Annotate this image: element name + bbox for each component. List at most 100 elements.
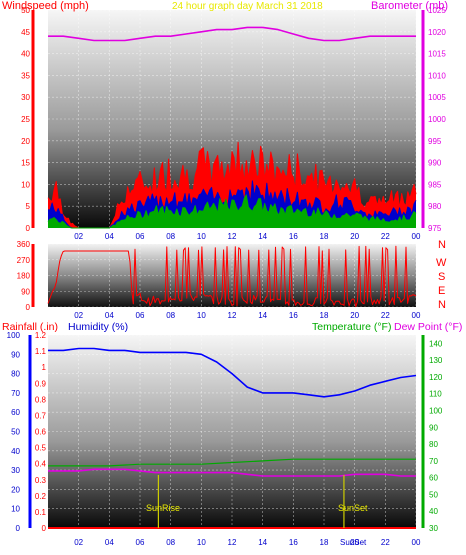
top-x-tick-label: 06: [136, 232, 145, 241]
sunset-label: SunSet: [338, 503, 368, 513]
bottom-x-tick-label: 08: [166, 538, 175, 547]
barometer-tick-label: 1025: [428, 6, 446, 15]
temperature-tick-label: 110: [429, 390, 442, 399]
bottom-x-tick-label: 04: [105, 538, 114, 547]
barometer-axis-label: Barometer (mb): [371, 0, 448, 12]
top-x-tick-label: 04: [105, 232, 114, 241]
temperature-tick-label: 140: [429, 339, 443, 348]
top-x-tick-label: 16: [289, 232, 298, 241]
graph-title: 24 hour graph day March 31 2018: [172, 1, 323, 12]
mid-x-tick-label: 00: [412, 311, 421, 320]
mid-x-tick-label: 10: [197, 311, 206, 320]
windspeed-tick-label: 0: [26, 224, 31, 233]
direction-tick-label: 180: [17, 272, 31, 281]
barometer-tick-label: 1020: [428, 28, 446, 37]
temperature-axis-label: Temperature (°F): [312, 321, 391, 333]
direction-label-n-bottom: N: [438, 299, 446, 311]
rainfall-axis-label: Rainfall (.in): [2, 321, 58, 333]
temperature-tick-label: 60: [429, 474, 438, 483]
dewpoint-line: [48, 468, 416, 477]
mid-x-tick-label: 08: [166, 311, 175, 320]
series-lines: [47, 26, 417, 529]
rainfall-tick-label: 1.2: [35, 331, 47, 340]
rainfall-tick-label: 0.3: [35, 476, 47, 485]
barometer-tick-label: 1000: [428, 115, 446, 124]
sunset-bottom-label: SunSet: [340, 538, 367, 547]
rainfall-tick-label: 1: [42, 363, 47, 372]
barometer-tick-label: 980: [428, 202, 442, 211]
windspeed-tick-label: 50: [21, 6, 30, 15]
temperature-tick-label: 50: [429, 490, 438, 499]
grid-lines: [48, 9, 417, 529]
windspeed-tick-label: 45: [21, 28, 30, 37]
barometer-line: [48, 26, 416, 42]
direction-tick-label: 0: [26, 303, 31, 312]
rainfall-tick-label: 0.5: [35, 444, 47, 453]
wind-direction-line: [47, 245, 417, 308]
humidity-tick-label: 70: [11, 389, 20, 398]
barometer-tick-label: 995: [428, 137, 442, 146]
barometer-tick-label: 975: [428, 224, 442, 233]
humidity-axis-label: Humidity (%): [68, 321, 128, 333]
bottom-x-tick-label: 12: [228, 538, 237, 547]
mid-x-tick-label: 22: [381, 311, 390, 320]
direction-tick-label: 90: [21, 287, 30, 296]
barometer-tick-label: 985: [428, 180, 442, 189]
rainfall-tick-label: 0.2: [35, 492, 47, 501]
bottom-x-tick-label: 14: [258, 538, 267, 547]
humidity-tick-label: 60: [11, 408, 20, 417]
humidity-tick-label: 40: [11, 447, 20, 456]
direction-label-n-top: N: [438, 239, 446, 251]
rainfall-tick-label: 0.7: [35, 411, 47, 420]
barometer-tick-label: 1010: [428, 71, 446, 80]
humidity-tick-label: 20: [11, 485, 20, 494]
mid-x-tick-label: 12: [228, 311, 237, 320]
top-x-tick-label: 18: [320, 232, 329, 241]
dewpoint-axis-label: Dew Point (°F): [394, 321, 462, 333]
temperature-tick-label: 40: [429, 507, 438, 516]
windspeed-tick-label: 35: [21, 71, 30, 80]
temperature-tick-label: 70: [429, 457, 438, 466]
rainfall-tick-label: 0.4: [35, 460, 47, 469]
rainfall-tick-label: 0.1: [35, 508, 47, 517]
temperature-tick-label: 90: [429, 423, 438, 432]
humidity-line: [48, 347, 417, 398]
top-x-tick-label: 12: [228, 232, 237, 241]
rainfall-tick-label: 0.9: [35, 379, 47, 388]
rainfall-tick-label: 0.8: [35, 395, 47, 404]
windspeed-tick-label: 30: [21, 93, 30, 102]
temperature-tick-label: 130: [429, 356, 443, 365]
temperature-tick-label: 80: [429, 440, 438, 449]
humidity-tick-label: 100: [7, 331, 21, 340]
bottom-x-tick-label: 02: [74, 538, 83, 547]
bottom-x-tick-label: 18: [320, 538, 329, 547]
top-x-tick-label: 20: [350, 232, 359, 241]
bottom-x-tick-label: 00: [412, 538, 421, 547]
humidity-tick-label: 10: [11, 505, 20, 514]
direction-tick-label: 360: [17, 240, 31, 249]
direction-label-s: S: [438, 271, 445, 283]
top-x-tick-label: 22: [381, 232, 390, 241]
windspeed-tick-label: 20: [21, 137, 30, 146]
windspeed-tick-label: 5: [26, 202, 31, 211]
direction-label-e: E: [438, 285, 445, 297]
humidity-tick-label: 30: [11, 466, 20, 475]
humidity-tick-label: 80: [11, 370, 20, 379]
temperature-tick-label: 30: [429, 524, 438, 533]
rainfall-tick-label: 1.1: [35, 347, 47, 356]
sunrise-label: SunRise: [146, 503, 180, 513]
windspeed-tick-label: 40: [21, 50, 30, 59]
barometer-tick-label: 990: [428, 159, 442, 168]
top-x-tick-label: 00: [412, 232, 421, 241]
bottom-x-tick-label: 20: [350, 538, 359, 547]
rainfall-tick-label: 0: [42, 524, 47, 533]
mid-x-tick-label: 02: [74, 311, 83, 320]
bottom-x-tick-label: 10: [197, 538, 206, 547]
barometer-tick-label: 1005: [428, 93, 446, 102]
windspeed-tick-label: 10: [21, 180, 30, 189]
direction-label-w: W: [436, 257, 447, 269]
windspeed-low-area: [48, 194, 416, 228]
windspeed-tick-label: 25: [21, 115, 30, 124]
mid-x-tick-label: 14: [258, 311, 267, 320]
